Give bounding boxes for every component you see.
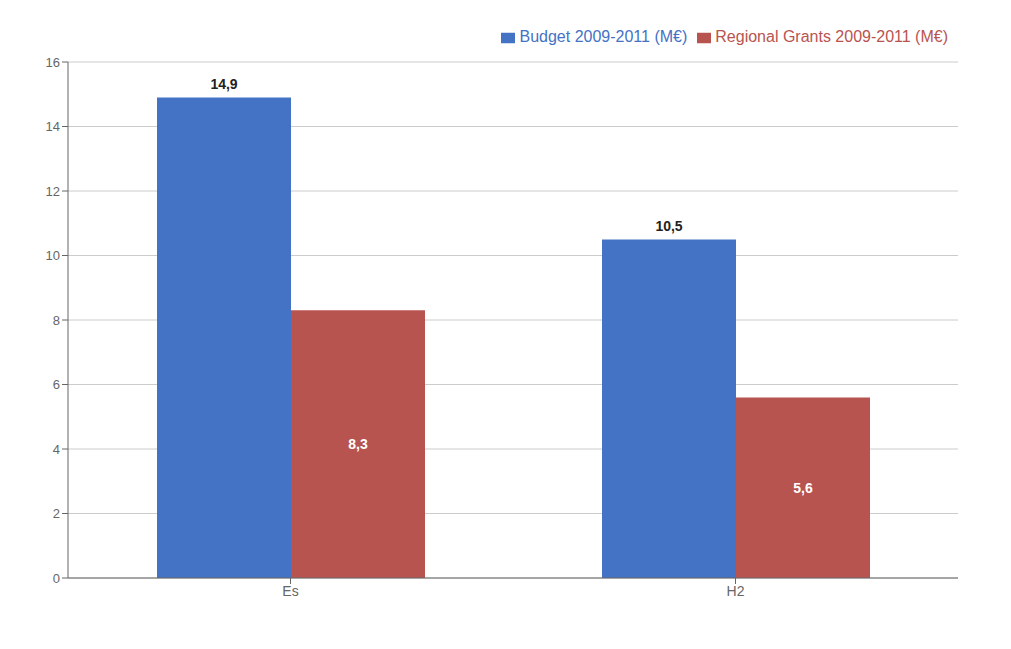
svg-text:6: 6 (53, 377, 60, 392)
svg-text:10,5: 10,5 (655, 218, 682, 234)
svg-text:8,3: 8,3 (348, 436, 368, 452)
svg-text:8: 8 (53, 313, 60, 328)
svg-text:12: 12 (46, 184, 60, 199)
svg-text:H2: H2 (727, 583, 745, 599)
svg-text:14: 14 (46, 119, 60, 134)
html-text:Regional Grants 2009-2011 (M€): Regional Grants 2009-2011 (M€) (715, 28, 948, 45)
svg-text:0: 0 (53, 571, 60, 586)
svg-text:10: 10 (46, 248, 60, 263)
svg-text:2: 2 (53, 506, 60, 521)
svg-text:16: 16 (46, 55, 60, 70)
svg-text:4: 4 (53, 442, 60, 457)
svg-text:5,6: 5,6 (793, 480, 813, 496)
html-text:Budget 2009-2011 (M€): Budget 2009-2011 (M€) (519, 28, 688, 45)
svg-text:14,9: 14,9 (210, 76, 237, 92)
svg-text:Es: Es (282, 583, 298, 599)
